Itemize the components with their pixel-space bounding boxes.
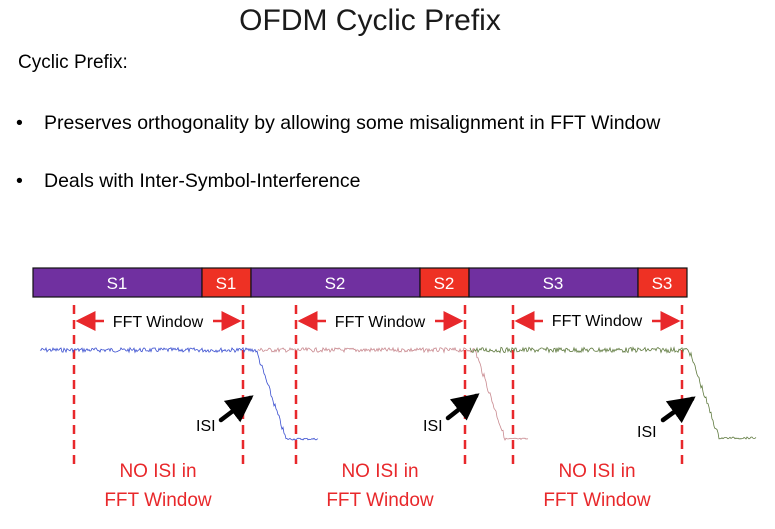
segment-s3-symbol: [468, 267, 639, 298]
bullet-marker: •: [16, 112, 23, 134]
no-isi-caption-line2: FFT Window: [104, 490, 212, 511]
no-isi-caption-line2: FFT Window: [326, 490, 434, 511]
bullet-text: Deals with Inter-Symbol-Interference: [44, 170, 361, 192]
no-isi-caption-line1: NO ISI in: [558, 461, 635, 482]
bullet-text: Preserves orthogonality by allowing some…: [44, 112, 661, 134]
slide-title: OFDM Cyclic Prefix: [239, 4, 501, 37]
no-isi-caption-line1: NO ISI in: [341, 461, 418, 482]
fft-window-label: FFT Window: [113, 314, 204, 331]
isi-label: ISI: [423, 418, 443, 435]
segment-label: S2: [434, 274, 455, 293]
segment-s1-symbol: [32, 267, 203, 298]
segment-label: S2: [325, 274, 346, 293]
signal-traces: [39, 346, 757, 441]
signal-trace-1: [39, 346, 319, 441]
isi-arrow: [660, 396, 696, 424]
fft-window-label: FFT Window: [552, 313, 643, 330]
slide-subtitle: Cyclic Prefix:: [18, 52, 128, 73]
isi-arrow: [218, 395, 254, 423]
segment-s2-symbol: [250, 267, 421, 298]
signal-trace-2: [257, 346, 529, 441]
isi-arrow: [445, 393, 480, 421]
isi-label: ISI: [196, 418, 216, 435]
bullet-item-1: • Preserves orthogonality by allowing som…: [16, 112, 660, 135]
symbol-bar: S1 S1 S2 S2 S3 S3: [32, 267, 688, 298]
segment-label: S1: [216, 274, 237, 293]
segment-label: S3: [543, 274, 564, 293]
fft-window-label: FFT Window: [335, 314, 426, 331]
signal-trace-3: [469, 346, 757, 440]
window-boundaries: [72, 305, 684, 470]
bullet-marker: •: [16, 170, 23, 192]
segment-label: S1: [107, 274, 128, 293]
segment-label: S3: [652, 274, 673, 293]
segment-s3-prefix: [637, 267, 688, 298]
no-isi-caption-line2: FFT Window: [543, 490, 651, 511]
segment-s2-prefix: [419, 267, 470, 298]
no-isi-caption-line1: NO ISI in: [119, 461, 196, 482]
isi-arrows: [218, 393, 696, 424]
isi-label: ISI: [637, 424, 657, 441]
bullet-item-2: • Deals with Inter-Symbol-Interference: [16, 170, 360, 193]
